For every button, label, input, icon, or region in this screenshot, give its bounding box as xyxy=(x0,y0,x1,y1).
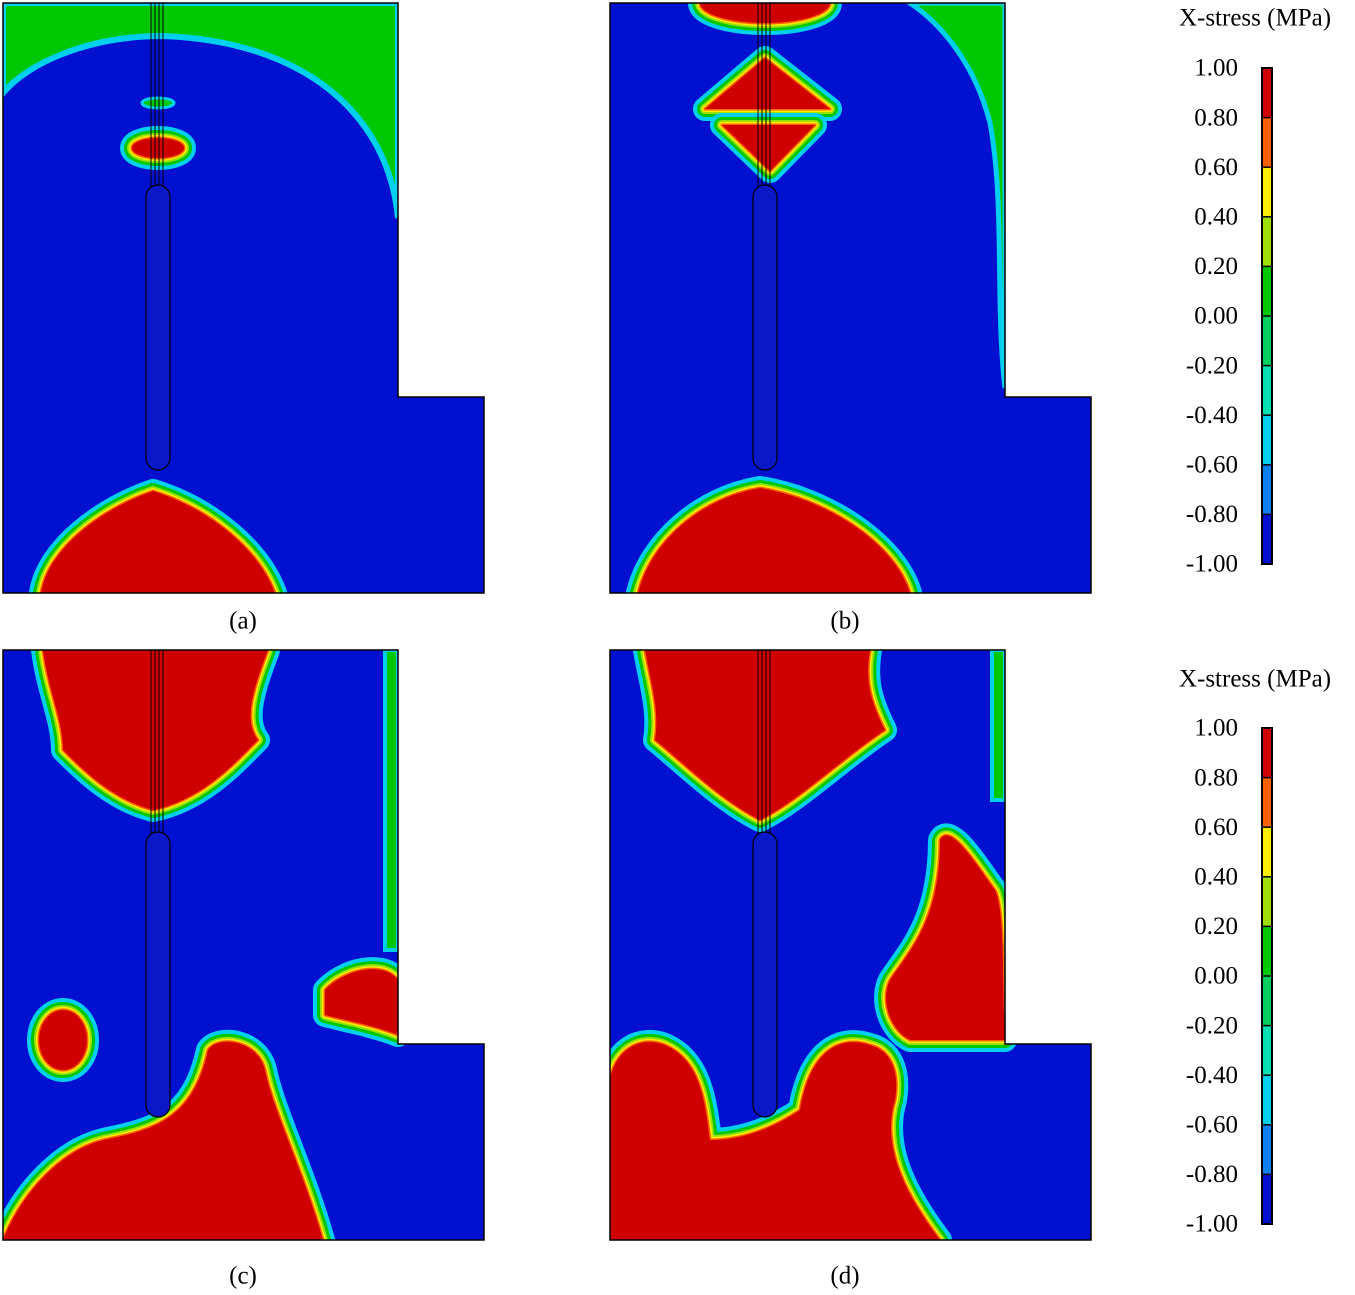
colorbar-tick-label: 1.00 xyxy=(1194,55,1238,82)
colorbar-band xyxy=(1262,365,1272,416)
borehole xyxy=(752,650,778,1118)
colorbar-band xyxy=(1262,876,1272,927)
zone xyxy=(140,96,176,110)
colorbar-band xyxy=(1262,514,1272,564)
field xyxy=(610,3,1091,593)
colorbar-band xyxy=(1262,68,1272,118)
borehole xyxy=(752,3,778,471)
colorbar-tick-label: -1.00 xyxy=(1186,1211,1238,1238)
outline xyxy=(2,2,485,594)
colorbar-tick-label: 0.40 xyxy=(1194,864,1238,891)
zone xyxy=(39,1010,87,1070)
bore-body xyxy=(145,831,171,1118)
colorbar-tick-label: -0.60 xyxy=(1186,452,1238,479)
zone xyxy=(41,650,270,812)
colorbar-tick-label: -0.60 xyxy=(1186,1112,1238,1139)
zone xyxy=(610,1041,940,1240)
zone xyxy=(383,650,400,952)
zone xyxy=(700,3,830,23)
panel-a xyxy=(2,2,485,594)
zone xyxy=(3,1041,323,1240)
colorbar-band xyxy=(1262,316,1272,366)
colorbar-tick-label: -0.40 xyxy=(1186,1062,1238,1089)
colorbar-band xyxy=(1262,266,1272,316)
colorbar-tick-label: 0.20 xyxy=(1194,253,1238,280)
panel-d xyxy=(609,649,1092,1241)
colorbar-tick-label: 0.80 xyxy=(1194,764,1238,791)
panel-c xyxy=(2,649,485,1241)
colorbar-tick-label: -0.80 xyxy=(1186,1161,1238,1188)
contour xyxy=(3,650,484,1240)
colorbar-band xyxy=(1262,464,1272,515)
colorbar-tick-label: 1.00 xyxy=(1194,715,1238,742)
colorbar-band xyxy=(1262,415,1272,465)
colorbar-tick-label: 0.20 xyxy=(1194,913,1238,940)
colorbar-tick-label: -0.20 xyxy=(1186,352,1238,379)
colorbar-tick-label: 0.00 xyxy=(1194,303,1238,330)
panel-label: (d) xyxy=(830,1263,859,1290)
colorbar-band xyxy=(1262,976,1272,1026)
zone xyxy=(722,125,815,171)
bore-body xyxy=(752,831,778,1118)
zone xyxy=(886,835,1005,1040)
colorbar-title: X-stress (MPa) xyxy=(1179,5,1331,32)
panel-b xyxy=(609,2,1092,594)
zone xyxy=(3,3,401,219)
colorbar-band xyxy=(1262,167,1272,217)
colorbar-tick-label: -0.40 xyxy=(1186,402,1238,429)
zone xyxy=(705,58,830,109)
colorbar-tick-label: 0.80 xyxy=(1194,104,1238,131)
colorbar-tick-label: 0.60 xyxy=(1194,814,1238,841)
colorbar-band xyxy=(1262,777,1272,828)
field xyxy=(3,3,484,593)
panel-label: (a) xyxy=(229,608,257,635)
zone xyxy=(132,138,184,158)
colorbar-band xyxy=(1262,117,1272,168)
zone xyxy=(638,488,910,593)
colorbar-band xyxy=(1262,827,1272,877)
outline xyxy=(2,649,485,1241)
zone xyxy=(990,650,1007,802)
colorbar-band xyxy=(1262,1025,1272,1076)
colorbar-band xyxy=(1262,1174,1272,1224)
contour xyxy=(610,3,1091,593)
panel-label: (b) xyxy=(830,608,859,635)
borehole xyxy=(145,650,171,1118)
colorbar-band xyxy=(1262,1124,1272,1175)
colorbar-tick-label: -0.20 xyxy=(1186,1012,1238,1039)
zone xyxy=(645,650,885,820)
outline xyxy=(609,2,1092,594)
colorbar-tick-label: -1.00 xyxy=(1186,551,1238,578)
contour xyxy=(610,650,1091,1240)
colorbar-band xyxy=(1262,216,1272,267)
panel-label: (c) xyxy=(229,1263,257,1290)
colorbar-tick-label: 0.60 xyxy=(1194,154,1238,181)
bore-body xyxy=(752,184,778,471)
colorbar-band xyxy=(1262,1075,1272,1125)
outline xyxy=(609,649,1092,1241)
colorbar-title: X-stress (MPa) xyxy=(1179,666,1331,693)
zone xyxy=(901,3,1008,389)
colorbar-band xyxy=(1262,926,1272,976)
colorbar-tick-label: 0.00 xyxy=(1194,963,1238,990)
colorbar-tick-label: -0.80 xyxy=(1186,501,1238,528)
colorbar-tick-label: 0.40 xyxy=(1194,204,1238,231)
contour xyxy=(3,3,484,593)
zone xyxy=(325,969,398,1035)
borehole xyxy=(145,3,171,471)
bore-body xyxy=(145,184,171,471)
zone xyxy=(41,491,275,593)
colorbar-band xyxy=(1262,728,1272,778)
